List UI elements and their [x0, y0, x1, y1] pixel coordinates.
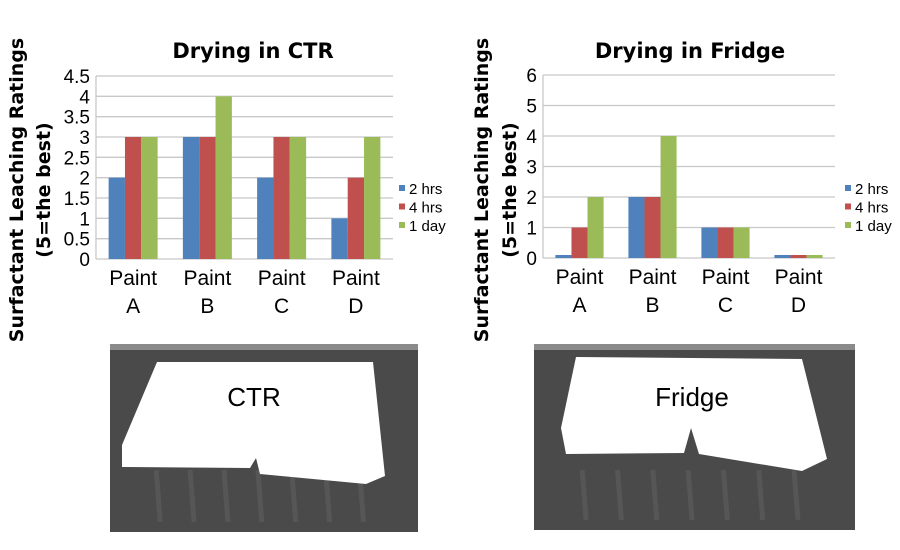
paint-area — [122, 362, 385, 484]
bar-1-day-A — [587, 197, 604, 258]
bar-4-hrs-D — [347, 177, 365, 259]
photo-edge — [534, 344, 855, 352]
bar-1-day-C — [733, 227, 750, 258]
y-axis-label: Surfactant Leaching Ratings — [6, 38, 28, 342]
y-tick-label: 2.5 — [64, 148, 90, 169]
y-tick-label: 4 — [526, 127, 537, 148]
y-tick-label: 4.5 — [64, 67, 90, 88]
bar-4-hrs-A — [571, 227, 588, 258]
bar-4-hrs-D — [790, 255, 807, 258]
y-tick-label: 2 — [526, 188, 537, 209]
bar-4-hrs-B — [199, 137, 216, 259]
y-axis-label-sub: (5=the best) — [33, 122, 55, 258]
bar-1-day-B — [660, 136, 677, 258]
legend-label: 4 hrs — [409, 200, 442, 217]
legend-label: 2 hrs — [855, 181, 888, 198]
drip-streak — [289, 469, 299, 523]
bar-4-hrs-B — [644, 197, 661, 258]
legend-label: 4 hrs — [855, 200, 888, 217]
bar-2-hrs-D — [774, 255, 791, 258]
chart-title: Drying in CTR — [172, 39, 333, 63]
legend-swatch — [399, 222, 405, 228]
legend-swatch — [399, 185, 405, 191]
x-tick-label: Paint — [556, 266, 604, 289]
y-axis-label: Surfactant Leaching Ratings — [471, 38, 493, 342]
chart-1: Drying in CTR Surfactant Leaching Ratings… — [6, 38, 446, 342]
bar-4-hrs-A — [124, 137, 142, 259]
legend-swatch — [845, 185, 851, 191]
x-tick-label-letter: D — [791, 294, 806, 317]
y-tick-label: 2 — [79, 169, 90, 190]
y-tick-label: 1.5 — [64, 189, 90, 210]
x-tick-label-letter: B — [645, 294, 659, 317]
y-tick-label: 0 — [79, 250, 90, 271]
x-tick-label-letter: C — [718, 294, 733, 317]
drip-streak — [614, 469, 624, 521]
drip-streak — [221, 469, 231, 523]
y-tick-label: 3 — [526, 158, 537, 179]
bar-4-hrs-C — [273, 137, 290, 259]
bar-2-hrs-B — [182, 137, 200, 259]
x-tick-label: Paint — [183, 267, 231, 290]
drip-streak — [153, 469, 163, 523]
y-tick-label: 3 — [79, 128, 90, 149]
legend-label: 2 hrs — [409, 181, 442, 198]
photo-ctr: CTR — [110, 344, 418, 532]
x-tick-label-letter: A — [572, 294, 586, 317]
chart-2: Drying in Fridge Surfactant Leaching Rati… — [471, 38, 892, 342]
x-tick-label-letter: D — [348, 295, 363, 318]
x-tick-label: Paint — [629, 266, 677, 289]
bar-1-day-A — [141, 137, 158, 259]
legend-swatch — [845, 222, 851, 228]
y-tick-label: 0.5 — [64, 230, 90, 251]
bar-4-hrs-C — [717, 227, 734, 258]
y-axis-label-sub: (5=the best) — [499, 122, 521, 258]
y-tick-label: 4 — [79, 87, 90, 108]
photo-fridge: Fridge — [534, 344, 855, 530]
x-tick-label-letter: A — [126, 295, 140, 318]
paint-area — [561, 357, 827, 471]
y-tick-label: 3.5 — [64, 108, 90, 129]
y-tick-label: 1 — [79, 209, 90, 230]
bar-2-hrs-A — [555, 255, 572, 258]
x-tick-label: Paint — [258, 267, 306, 290]
bar-2-hrs-B — [628, 197, 645, 258]
bar-1-day-B — [215, 96, 232, 259]
bar-1-day-D — [364, 137, 381, 259]
photo-label: Fridge — [655, 382, 729, 412]
drip-streak — [187, 469, 197, 523]
bar-2-hrs-A — [108, 177, 125, 259]
chart-title: Drying in Fridge — [595, 39, 785, 63]
bar-2-hrs-C — [701, 227, 718, 258]
bar-1-day-D — [806, 255, 823, 258]
drip-streak — [791, 469, 801, 521]
bar-1-day-C — [289, 137, 307, 259]
x-tick-label: Paint — [702, 266, 750, 289]
bar-2-hrs-D — [331, 218, 348, 259]
photo-label: CTR — [227, 382, 280, 412]
x-tick-label: Paint — [109, 267, 157, 290]
photo-edge — [110, 344, 418, 352]
y-tick-label: 6 — [526, 66, 537, 87]
drip-streak — [650, 469, 660, 521]
y-tick-label: 0 — [526, 249, 537, 270]
legend-label: 1 day — [855, 218, 892, 235]
drip-streak — [720, 469, 730, 521]
legend-swatch — [399, 203, 405, 210]
y-tick-label: 1 — [526, 219, 537, 240]
drip-streak — [685, 469, 695, 521]
x-tick-label-letter: C — [274, 295, 289, 318]
drip-streak — [255, 469, 265, 523]
bar-2-hrs-C — [257, 177, 274, 259]
drip-streak — [579, 469, 589, 521]
x-tick-label: Paint — [775, 266, 823, 289]
drip-streak — [756, 469, 766, 521]
y-tick-label: 5 — [526, 97, 537, 118]
legend-label: 1 day — [409, 218, 446, 235]
x-tick-label-letter: B — [200, 295, 214, 318]
x-tick-label: Paint — [332, 267, 380, 290]
legend-swatch — [845, 203, 851, 210]
